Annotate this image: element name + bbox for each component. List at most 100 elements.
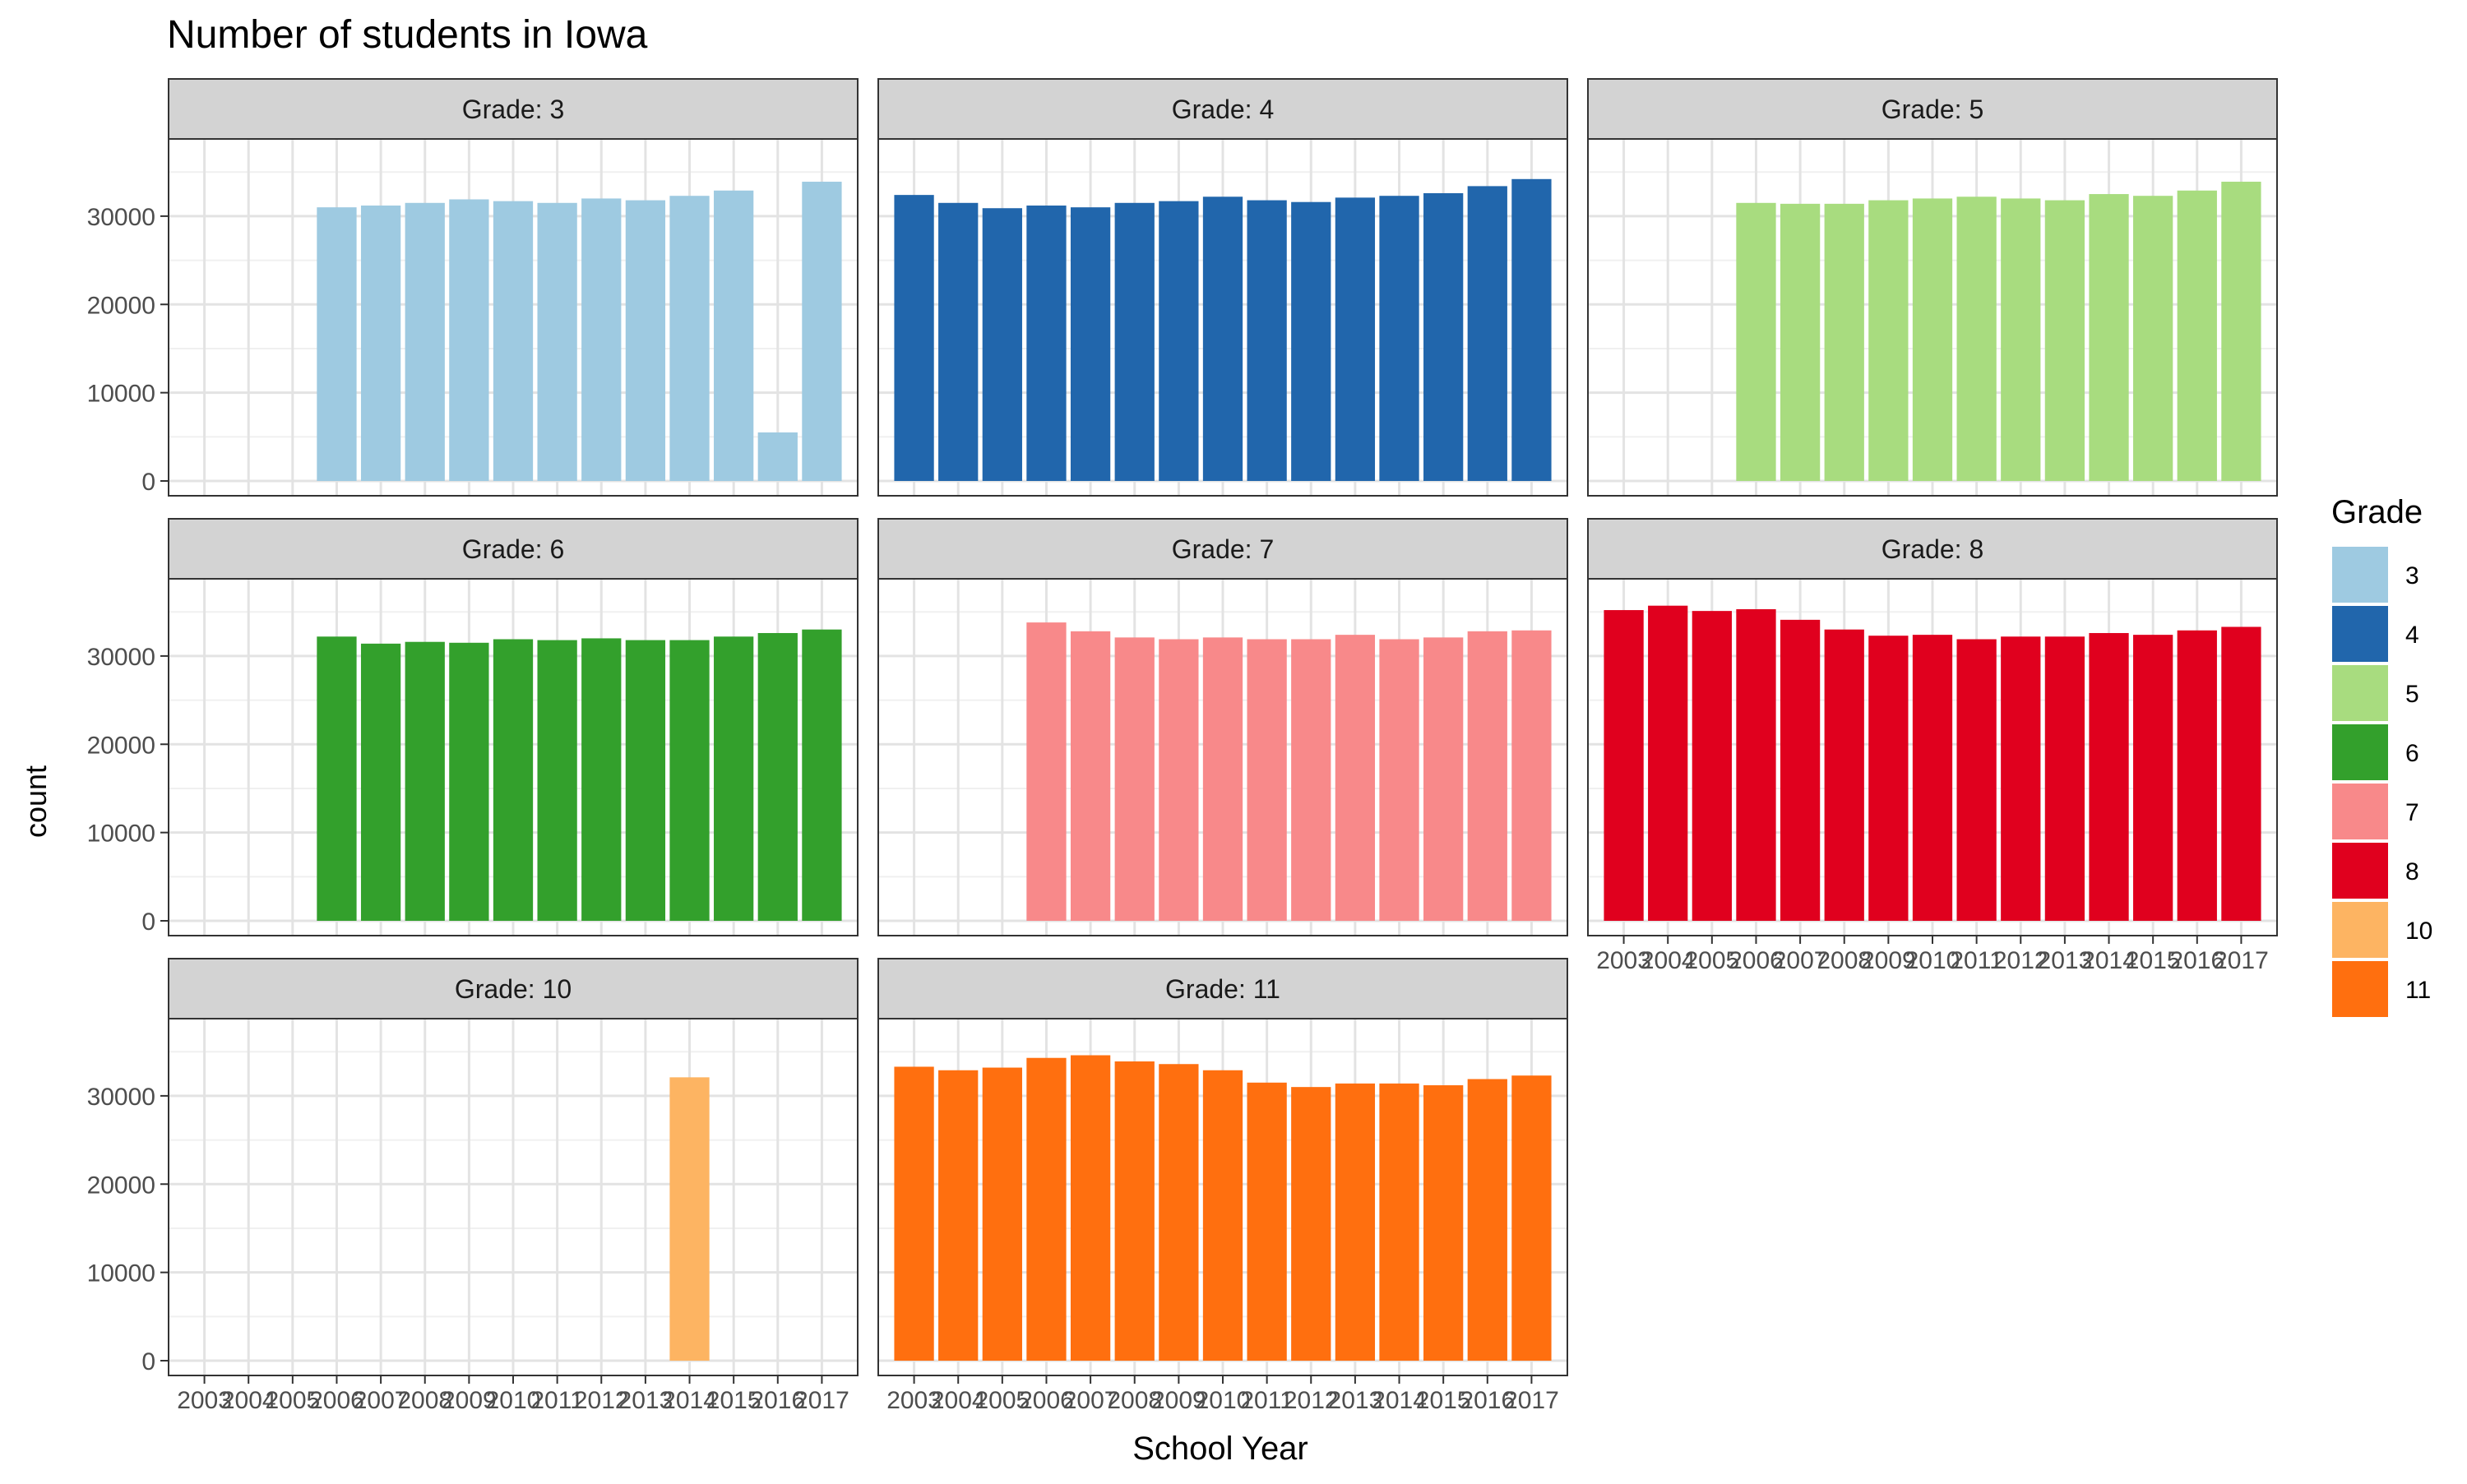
x-tick-label: 2004 [1641,947,1696,974]
x-tick-label: 2010 [1905,947,1960,974]
x-tick-label: 2015 [706,1387,761,1414]
bar-grade-3-2013 [625,200,666,481]
x-tick-label: 2011 [1950,947,2003,974]
bar-grade-4-2017 [1511,178,1552,482]
bar-grade-7-2016 [1467,631,1507,921]
facet-label-6: Grade: 6 [462,534,565,564]
panel-border-5 [1587,138,2278,497]
legend-label-11: 11 [2405,977,2431,1004]
bar-grade-6-2015 [714,636,754,921]
x-tick-label: 2005 [265,1387,320,1414]
x-tick-label: 2005 [1684,947,1739,974]
bar-grade-7-2012 [1291,639,1331,921]
x-tick-label: 2006 [1019,1387,1074,1414]
bar-grade-3-2012 [581,198,622,481]
bar-grade-6-2008 [405,641,445,921]
bar-grade-11-2011 [1247,1082,1287,1361]
x-tick-label: 2012 [1993,947,2048,974]
bar-grade-5-2010 [1912,198,1953,481]
bar-grade-8-2015 [2133,635,2173,921]
x-tick-label: 2014 [662,1387,717,1414]
x-tick-label: 2015 [1416,1387,1471,1414]
bar-grade-5-2012 [2001,198,2041,481]
bar-grade-4-2009 [1159,201,1199,482]
legend-key-11 [2330,959,2390,1019]
bar-grade-11-2015 [1423,1085,1464,1361]
bar-grade-6-2009 [449,642,489,921]
bar-grade-4-2010 [1202,196,1243,481]
legend-key-5 [2330,663,2390,723]
bar-grade-11-2008 [1114,1061,1155,1361]
bar-grade-6-2014 [669,640,710,921]
bar-grade-3-2014 [669,196,710,481]
bar-grade-4-2011 [1247,200,1287,481]
bar-grade-4-2003 [894,195,934,481]
bar-grade-8-2005 [1692,611,1732,921]
facet-label-8: Grade: 8 [1881,534,1984,564]
legend-label-5: 5 [2405,681,2419,708]
bar-grade-6-2017 [802,629,842,921]
bar-grade-8-2003 [1604,610,1644,921]
x-tick-label: 2015 [2126,947,2181,974]
facet-strip-5 [1587,78,2278,140]
bar-grade-3-2011 [537,202,577,481]
x-tick-label: 2003 [177,1387,232,1414]
x-tick-label: 2010 [486,1387,541,1414]
legend-key-3 [2330,545,2390,604]
bar-grade-7-2013 [1335,635,1376,921]
x-tick-label: 2009 [442,1387,497,1414]
bar-grade-8-2014 [2089,632,2129,921]
bar-grade-11-2007 [1070,1055,1111,1361]
x-axis-label: School Year [1132,1431,1308,1467]
legend-title: Grade [2331,494,2423,530]
panel-border-7 [877,578,1568,936]
bar-grade-7-2007 [1070,631,1111,921]
bar-grade-7-2011 [1247,639,1287,921]
x-tick-label: 2003 [886,1387,942,1414]
bar-grade-3-2010 [493,201,534,482]
bar-grade-3-2008 [405,202,445,481]
panel-border-6 [168,578,859,936]
bar-grade-5-2011 [1956,196,1997,481]
legend-label-10: 10 [2405,918,2432,945]
bar-grade-4-2015 [1423,192,1464,481]
bar-grade-8-2017 [2221,626,2261,921]
bar-grade-5-2013 [2044,200,2085,481]
bar-grade-11-2004 [938,1070,979,1361]
y-tick-label: 0 [141,1348,155,1375]
panel-border-4 [877,138,1568,497]
facet-strip-4 [877,78,1568,140]
bar-grade-3-2006 [317,207,357,481]
bar-grade-8-2004 [1648,605,1688,921]
bar-grade-5-2006 [1736,202,1776,481]
facet-label-7: Grade: 7 [1172,534,1275,564]
bar-grade-4-2004 [938,202,979,481]
legend-label-8: 8 [2405,858,2419,885]
y-tick-label: 20000 [87,1172,155,1199]
facet-strip-3 [168,78,859,140]
facet-label-5: Grade: 5 [1881,95,1984,124]
bar-grade-10-2014 [669,1077,710,1361]
bar-grade-11-2003 [894,1066,934,1361]
x-tick-label: 2004 [931,1387,986,1414]
x-tick-label: 2003 [1596,947,1651,974]
x-tick-label: 2013 [618,1387,673,1414]
legend-label-4: 4 [2405,622,2419,649]
bar-grade-6-2010 [493,639,534,921]
x-tick-label: 2011 [530,1387,584,1414]
bar-grade-7-2008 [1114,637,1155,921]
bar-grade-4-2012 [1291,201,1331,481]
bar-grade-4-2013 [1335,197,1376,482]
bar-grade-8-2016 [2177,630,2217,921]
bar-grade-5-2008 [1824,203,1864,481]
bar-grade-8-2010 [1912,635,1953,921]
x-tick-label: 2012 [1284,1387,1339,1414]
bar-grade-6-2016 [757,632,798,921]
facet-strip-11 [877,958,1568,1019]
bar-grade-7-2014 [1379,639,1419,921]
x-tick-label: 2007 [1773,947,1828,974]
bar-grade-6-2007 [360,643,401,921]
legend-key-6 [2330,723,2390,782]
bar-grade-4-2008 [1114,202,1155,481]
bar-grade-11-2013 [1335,1083,1376,1361]
